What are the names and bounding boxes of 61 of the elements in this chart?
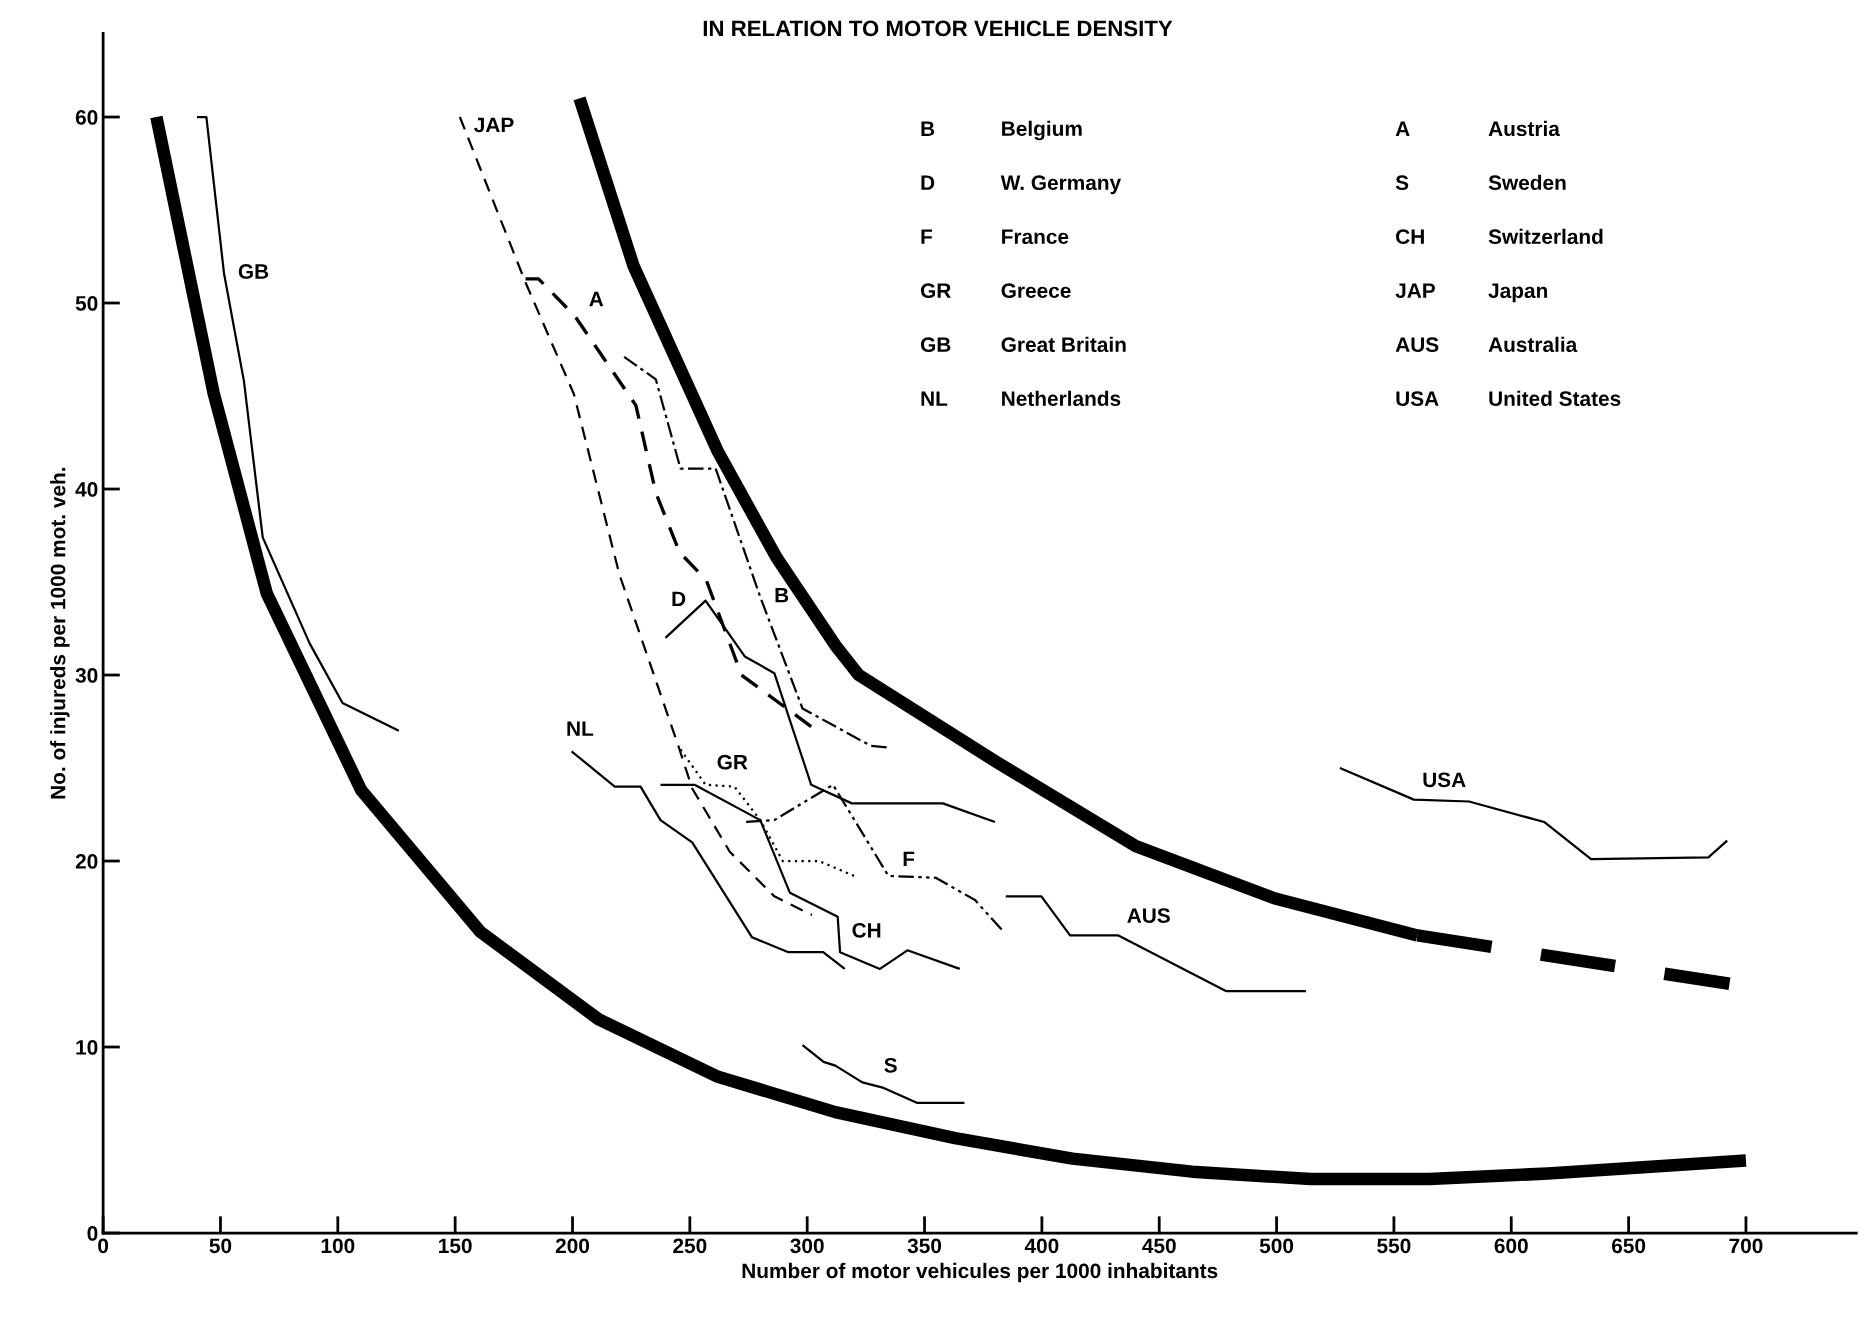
annotation: S xyxy=(1395,175,1409,191)
x-tick-label: 300 xyxy=(790,1238,824,1254)
x-tick-label: 450 xyxy=(1142,1238,1176,1254)
series-label: AUS xyxy=(1127,908,1170,923)
x-tick-label: 50 xyxy=(209,1238,232,1254)
x-axis-title: Number of motor vehicules per 1000 inhabitants xyxy=(742,1262,1218,1283)
annotation: Netherlands xyxy=(1002,390,1121,407)
x-tick-label: 650 xyxy=(1611,1238,1646,1254)
y-tick-label: 10 xyxy=(76,1040,98,1055)
x-tick-label: 550 xyxy=(1377,1238,1411,1254)
annotation: Greece xyxy=(1001,283,1071,299)
annotation: GB xyxy=(920,337,951,353)
y-tick-label: 20 xyxy=(75,854,98,869)
x-tick-label: 600 xyxy=(1494,1238,1528,1254)
y-tick-label: 40 xyxy=(75,482,98,497)
annotation: JAP xyxy=(1395,283,1435,299)
x-tick-label: 200 xyxy=(555,1238,590,1254)
y-tick-label: 30 xyxy=(75,668,98,683)
annotation: A xyxy=(1395,121,1410,136)
x-tick-label: 700 xyxy=(1729,1238,1763,1254)
annotation: Great Britain xyxy=(1001,336,1126,353)
series-label: NL xyxy=(567,721,594,736)
x-tick-label: 250 xyxy=(673,1238,707,1254)
series-label: A xyxy=(589,291,604,307)
x-tick-label: 500 xyxy=(1259,1238,1294,1254)
y-tick-label: 60 xyxy=(75,110,98,125)
annotation: Belgium xyxy=(1002,120,1082,141)
annotation: D xyxy=(921,175,935,190)
series-label: JAP xyxy=(474,117,514,133)
annotation: United States xyxy=(1489,390,1621,407)
series-label: F xyxy=(903,851,915,867)
x-tick-label: 400 xyxy=(1024,1238,1059,1254)
x-tick-label: 350 xyxy=(907,1238,942,1254)
y-axis-title: No. of injureds per 1000 mot. veh. xyxy=(50,467,70,799)
annotation: AUS xyxy=(1395,337,1439,353)
series-label: USA xyxy=(1423,772,1466,788)
series-label: GR xyxy=(717,754,748,770)
annotation: Japan xyxy=(1488,283,1548,303)
annotation: Sweden xyxy=(1488,174,1566,191)
y-tick-label: 0 xyxy=(87,1226,98,1241)
series-label: D xyxy=(672,591,686,607)
annotation: France xyxy=(1002,229,1069,245)
x-tick-label: 0 xyxy=(98,1238,109,1254)
annotation: Australia xyxy=(1488,336,1578,353)
annotation: NL xyxy=(921,391,948,406)
series-label: S xyxy=(884,1057,897,1073)
chart-title: IN RELATION TO MOTOR VEHICLE DENSITY xyxy=(703,20,1173,37)
annotation: Austria xyxy=(1488,120,1560,137)
annotation: F xyxy=(921,229,933,244)
series-label: GB xyxy=(238,264,269,279)
annotation: GR xyxy=(920,283,951,299)
annotation: B xyxy=(921,121,935,136)
annotation: W. Germany xyxy=(1000,175,1122,195)
x-tick-label: 150 xyxy=(439,1238,472,1254)
y-tick-label: 50 xyxy=(75,296,98,311)
series-label: CH xyxy=(852,922,881,938)
series-label: B xyxy=(775,587,789,603)
annotation: USA xyxy=(1396,391,1439,407)
annotation: Switzerland xyxy=(1488,228,1603,245)
x-tick-label: 100 xyxy=(321,1238,355,1254)
annotation: CH xyxy=(1396,229,1424,245)
